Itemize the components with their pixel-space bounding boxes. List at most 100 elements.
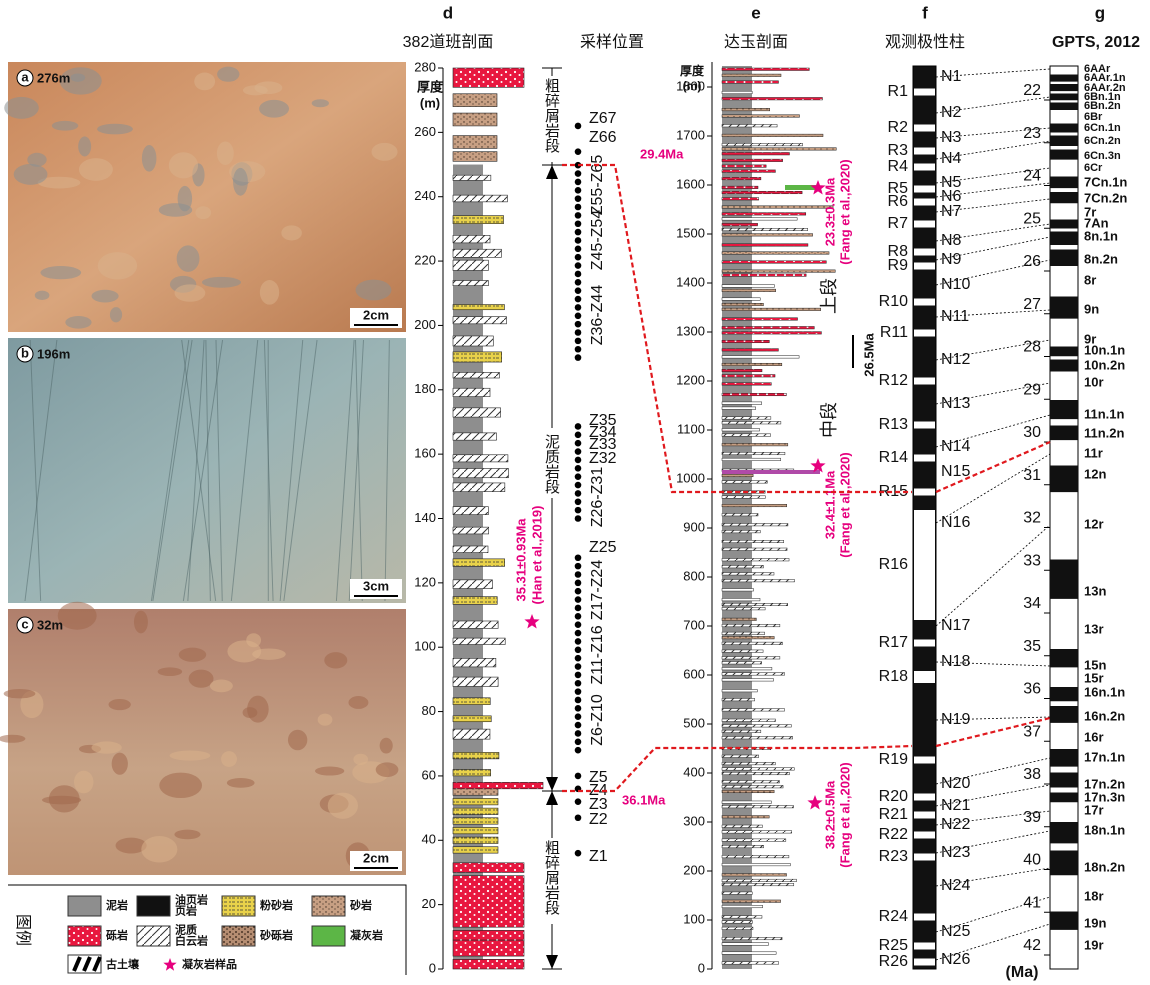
chron-label: 13r [1084, 621, 1104, 636]
clast [194, 72, 216, 91]
bed [721, 273, 807, 277]
legend-label: 泥质 [175, 922, 197, 936]
bed [721, 736, 793, 740]
reversed-label: R8 [888, 243, 909, 260]
bed [721, 474, 754, 478]
col-letter: d [443, 3, 453, 22]
tick-label: 140 [414, 510, 436, 525]
tick-label: 1400 [676, 274, 705, 289]
reversed-band [914, 262, 935, 270]
clast [57, 601, 97, 630]
clast [209, 679, 233, 693]
bed [721, 382, 772, 386]
bed [721, 243, 809, 247]
fracture [279, 339, 304, 602]
sample-dot [574, 195, 582, 202]
bed [721, 951, 777, 955]
bed [721, 598, 761, 602]
bed [452, 235, 491, 244]
chron-label: 15r [1084, 670, 1104, 685]
chron-label: 17n.3n [1084, 789, 1125, 804]
sample-dot [574, 746, 582, 754]
normal-label: N3 [941, 129, 962, 146]
bed [721, 326, 815, 330]
clast [174, 284, 206, 302]
tuff-bed [722, 470, 820, 474]
tick-label: 24 [1023, 168, 1041, 185]
normal-label: N24 [941, 877, 970, 894]
bed [721, 678, 774, 682]
sample-dot [574, 490, 582, 497]
correlation [935, 236, 1051, 261]
bed [452, 454, 509, 463]
chron-label: 6AAr.1n [1084, 72, 1126, 84]
clast [158, 203, 193, 217]
legend-label: 凝灰岩样品 [182, 957, 237, 971]
bed [721, 251, 830, 255]
reversed-band [914, 488, 935, 496]
normal-label: N9 [941, 251, 962, 268]
bed [721, 406, 756, 410]
sample-dot [574, 212, 582, 219]
legend-swatch [136, 895, 171, 917]
clast [3, 689, 36, 699]
bed [721, 133, 824, 137]
bed [721, 878, 797, 882]
chron-label: 6AAr.2n [1084, 82, 1126, 94]
tick-label: 25 [1023, 210, 1041, 227]
clast [233, 167, 248, 196]
bed [452, 372, 500, 379]
clast [0, 734, 26, 743]
sample-dot [574, 439, 582, 447]
reversed-band [914, 421, 935, 429]
legend-label: 砂岩 [350, 898, 372, 912]
tick-label: 32 [1023, 510, 1041, 527]
bed [721, 631, 765, 635]
chron-label: 6Cn.1n [1084, 122, 1121, 134]
correlation [935, 716, 1051, 721]
reversed-band [914, 124, 935, 132]
chron-label: 6Cn.3n [1084, 150, 1121, 162]
tick-label: 400 [683, 764, 705, 779]
bed [721, 362, 783, 366]
normal-label: N11 [941, 308, 969, 325]
reversed-band [914, 198, 935, 206]
col-title: 观测极性柱 [885, 33, 965, 51]
clast [168, 152, 199, 179]
bed [721, 762, 776, 766]
bed [452, 769, 491, 777]
clast [355, 279, 392, 301]
tick-label: 35 [1023, 638, 1041, 655]
bed [721, 815, 770, 819]
normal-chron [1050, 176, 1078, 189]
normal-chron [1050, 192, 1078, 204]
chron-label: 17r [1084, 802, 1104, 817]
scale-box [350, 579, 402, 599]
reversed-band [914, 958, 935, 966]
normal-chron [1050, 649, 1078, 668]
col-letter: g [1095, 3, 1105, 22]
sample-dot [574, 423, 582, 430]
sample-dot [574, 431, 582, 439]
arrow [546, 777, 558, 791]
normal-label: N4 [941, 150, 962, 167]
bed [721, 428, 760, 432]
tick-label: 100 [683, 911, 705, 926]
tick-label: 28 [1023, 339, 1041, 356]
fracture [205, 339, 211, 602]
chron-label: 11n.1n [1084, 406, 1125, 421]
tuff-ref: (Fang et al.,2020) [837, 159, 852, 264]
correlation [935, 524, 1051, 627]
sample-label: Z33 [589, 436, 617, 453]
clast [97, 252, 138, 280]
bed [721, 607, 766, 611]
panel-badge [16, 616, 34, 634]
bed [721, 873, 787, 877]
clast [4, 96, 39, 119]
chron-label: 18r [1084, 888, 1104, 903]
arrow [546, 955, 558, 969]
chron-label: 11n.2n [1084, 425, 1125, 440]
normal-chron [1050, 792, 1078, 803]
tuff-age: 23.3±0.3Ma [822, 177, 837, 246]
